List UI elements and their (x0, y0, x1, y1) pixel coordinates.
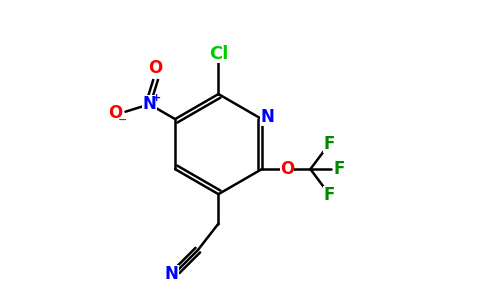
Text: F: F (323, 134, 334, 152)
Text: N: N (165, 266, 179, 284)
Text: O: O (108, 104, 123, 122)
Text: Cl: Cl (209, 45, 228, 63)
Text: N: N (143, 95, 156, 113)
Text: N: N (260, 108, 274, 126)
Text: F: F (323, 186, 334, 204)
Text: F: F (333, 160, 345, 178)
Text: O: O (280, 160, 294, 178)
Text: O: O (149, 59, 163, 77)
Text: −: − (118, 115, 127, 125)
Text: +: + (151, 93, 161, 103)
